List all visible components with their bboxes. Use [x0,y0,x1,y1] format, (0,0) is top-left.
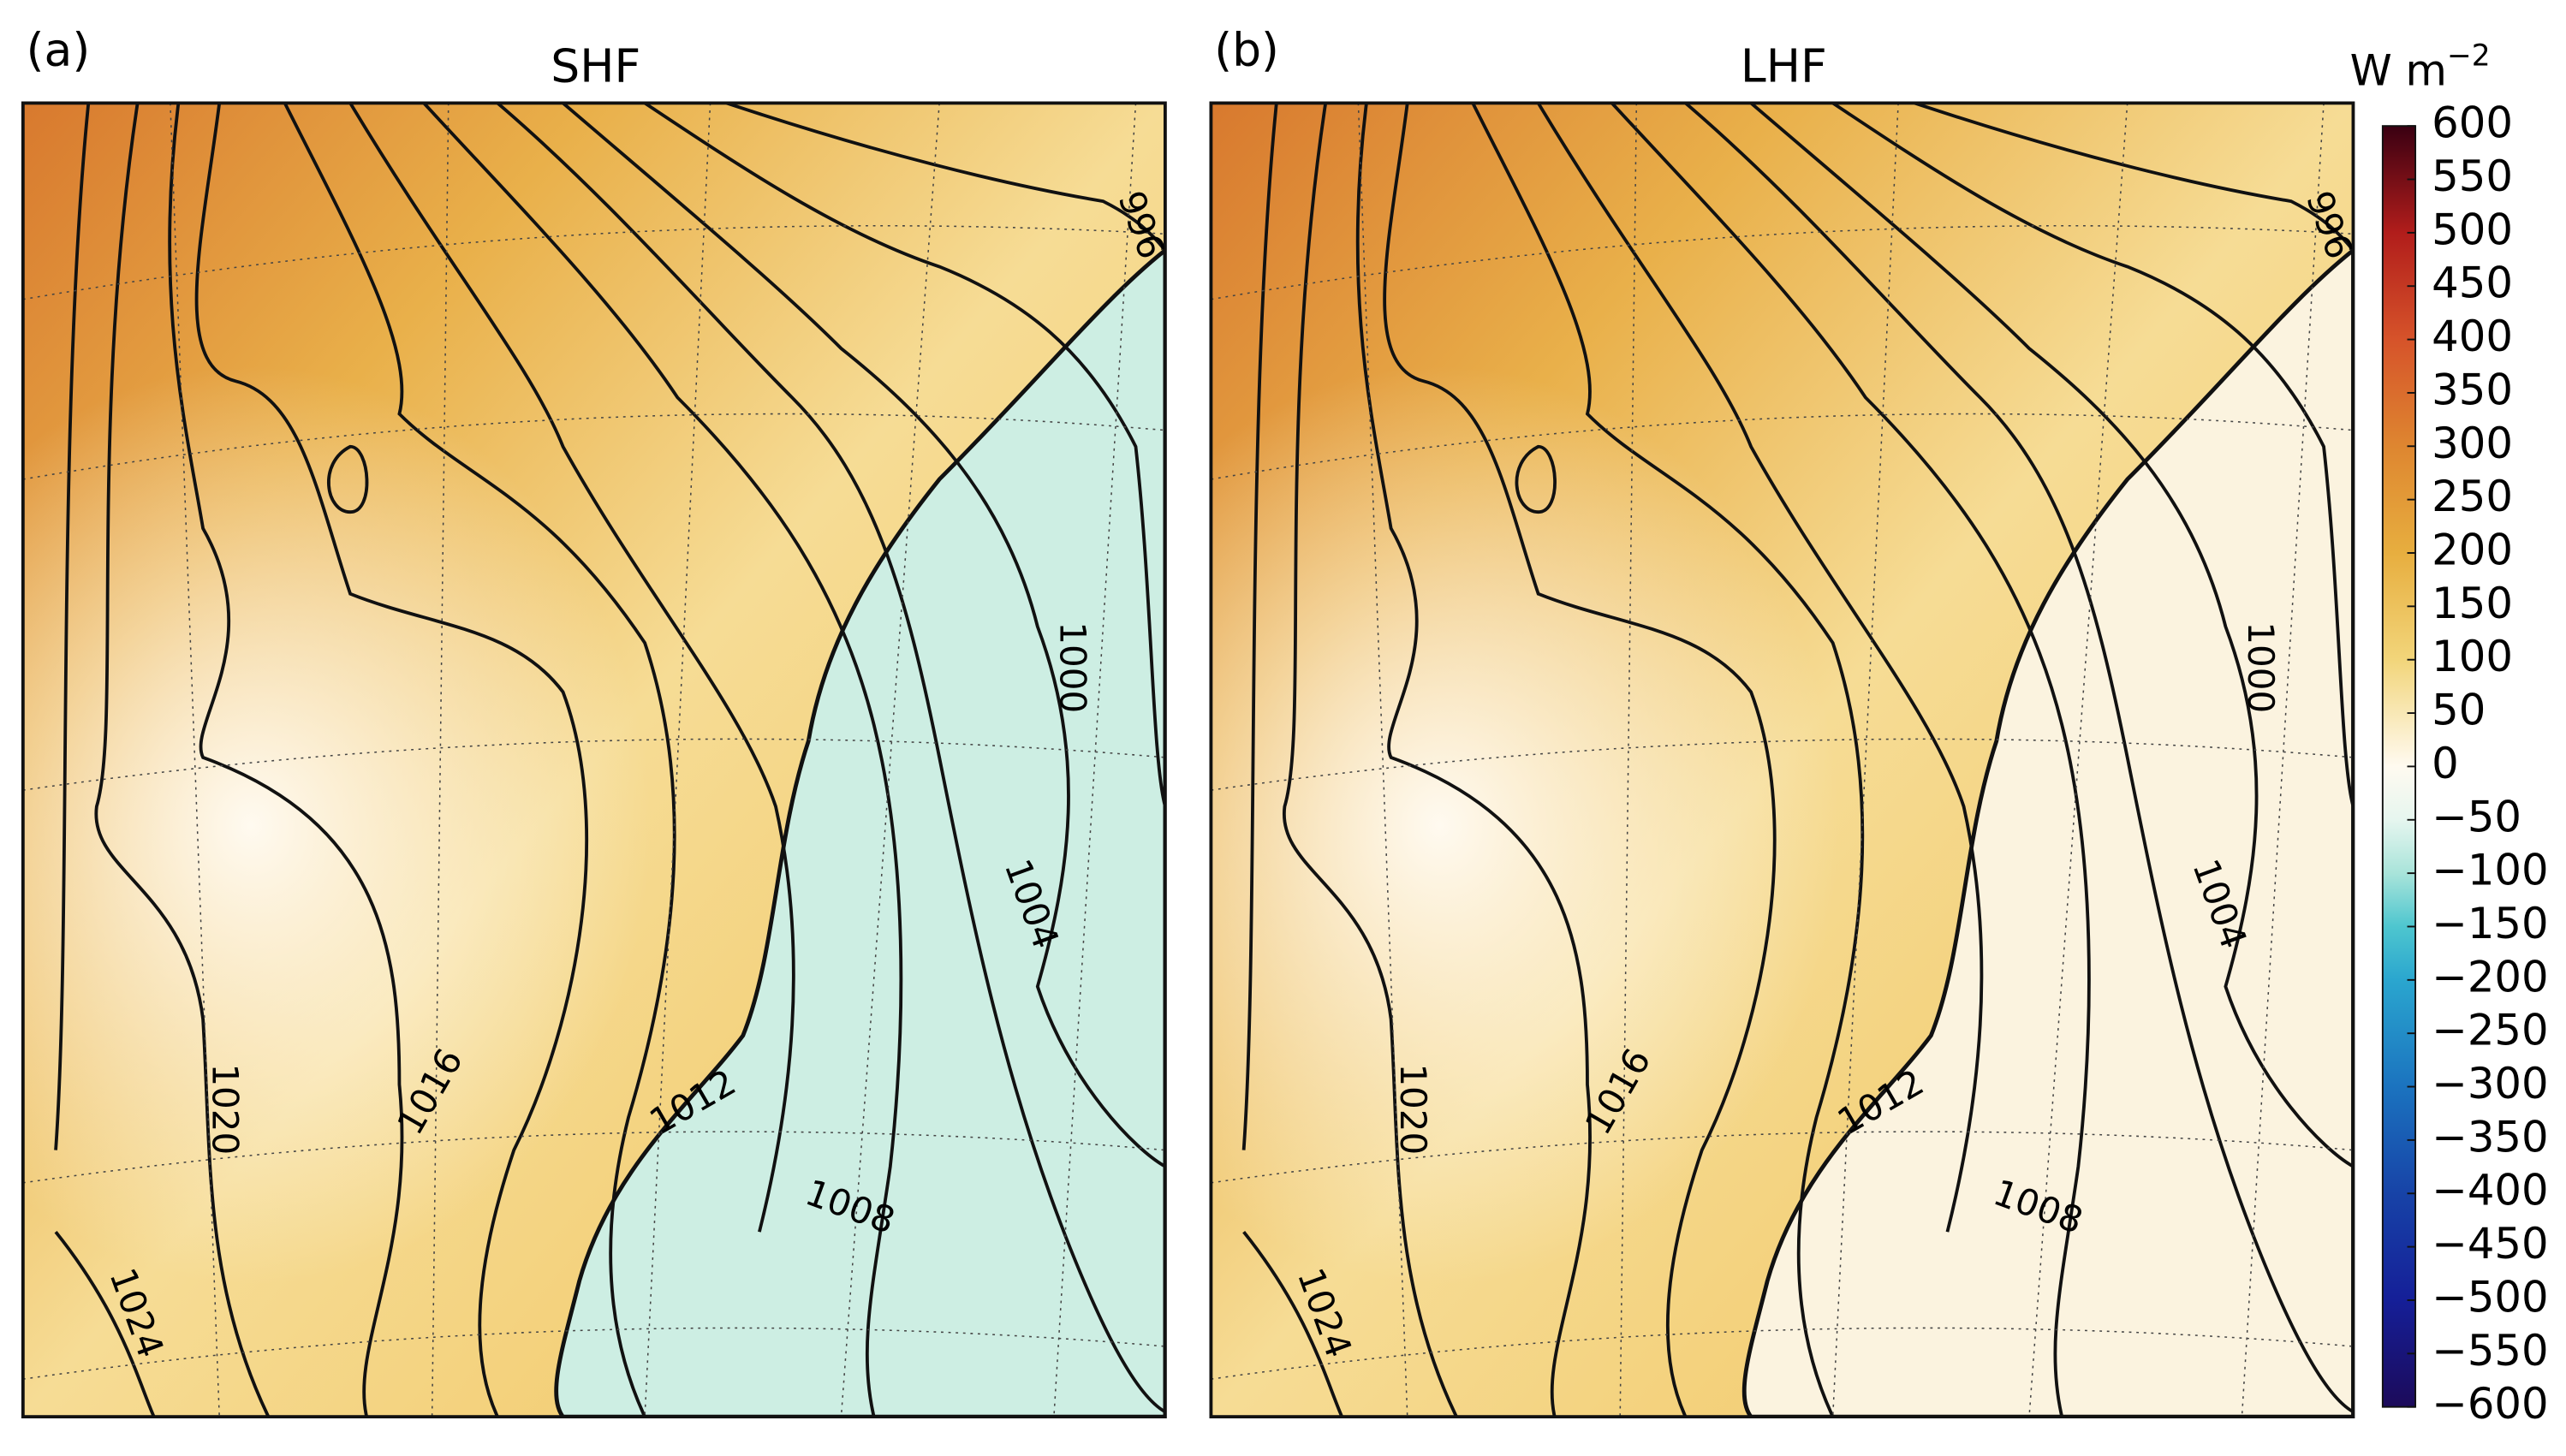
colorbar-tick-label: 100 [2432,632,2513,681]
map-frame [21,101,1167,1419]
colorbar-tick-label: 50 [2432,686,2486,735]
colorbar-tick-label: −300 [2432,1059,2548,1108]
colorbar-tick-label: −400 [2432,1166,2548,1215]
colorbar-tick-label: −150 [2432,899,2548,948]
colorbar-tick-label: −450 [2432,1219,2548,1269]
unit-exponent: −2 [2447,39,2491,73]
colorbar-tick-label: 500 [2432,205,2513,254]
colorbar-tick-label: −250 [2432,1006,2548,1055]
colorbar-tick-label: 400 [2432,312,2513,361]
colorbar-tick-label: 300 [2432,419,2513,468]
contour-label: 1020 [205,1063,247,1155]
panel-label: (b) [1214,22,1279,76]
colorbar-tick-label: 350 [2432,365,2513,414]
map-frame [1209,101,2355,1419]
colorbar-tick-label: −350 [2432,1112,2548,1162]
contour-label: 1020 [1392,1063,1434,1155]
panel-title: SHF [551,39,640,93]
colorbar-tick-label: −200 [2432,952,2548,1001]
colorbar-tick-label: −500 [2432,1272,2548,1322]
panel-label: (a) [27,22,91,76]
colorbar-tick-label: 0 [2432,739,2459,788]
colorbar-tick-label: 200 [2432,525,2513,574]
colorbar-tick-label: −550 [2432,1326,2548,1376]
colorbar-tick-label: 450 [2432,259,2513,308]
unit-text: W m [2350,45,2447,95]
colorbar-tick-label: 600 [2432,98,2513,148]
colorbar-tick-label: −100 [2432,846,2548,895]
contour-label: 1000 [2240,621,2282,713]
colorbar-tick-label: −600 [2432,1379,2548,1429]
colorbar-unit: W m−2 [2350,39,2491,95]
colorbar-tick-label: 250 [2432,472,2513,521]
colorbar-tick-label: 550 [2432,152,2513,201]
panel-title: LHF [1741,39,1827,93]
contour-label: 1000 [1052,621,1094,713]
colorbar-tick-label: 150 [2432,579,2513,628]
colorbar-tick-label: −50 [2432,792,2521,841]
